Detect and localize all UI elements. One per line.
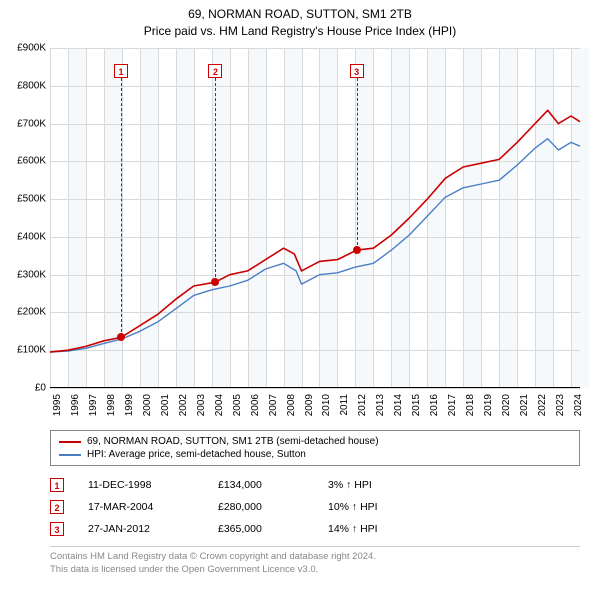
sales-price: £365,000 [218,523,328,535]
sales-marker-box: 1 [50,478,64,492]
sales-delta: 10% ↑ HPI [328,501,580,513]
marker-box: 3 [350,64,364,78]
legend: 69, NORMAN ROAD, SUTTON, SM1 2TB (semi-d… [50,430,580,466]
x-axis-label: 2013 [375,394,386,424]
x-axis-label: 2012 [357,394,368,424]
x-axis-label: 1998 [106,394,117,424]
chart-plot-area: £0£100K£200K£300K£400K£500K£600K£700K£80… [50,48,580,388]
marker-dashline [215,78,216,282]
legend-swatch [59,441,81,443]
x-axis-label: 2021 [519,394,530,424]
sales-marker-box: 2 [50,500,64,514]
marker-dot [353,246,361,254]
x-axis-label: 2001 [160,394,171,424]
y-axis-label: £200K [0,307,46,318]
attribution: Contains HM Land Registry data © Crown c… [50,546,580,577]
sales-marker-box: 3 [50,522,64,536]
x-axis-label: 2016 [429,394,440,424]
legend-label: HPI: Average price, semi-detached house,… [87,449,306,460]
sales-price: £280,000 [218,501,328,513]
series-line [50,110,580,352]
legend-label: 69, NORMAN ROAD, SUTTON, SM1 2TB (semi-d… [87,436,379,447]
x-axis-label: 2022 [537,394,548,424]
x-axis-label: 2002 [178,394,189,424]
y-axis-label: £400K [0,231,46,242]
x-axis-label: 2018 [465,394,476,424]
sales-row: 1 11-DEC-1998£134,0003% ↑ HPI [50,474,580,496]
x-axis-label: 2003 [196,394,207,424]
title-line1: 69, NORMAN ROAD, SUTTON, SM1 2TB [0,6,600,23]
sales-date: 11-DEC-1998 [88,479,218,491]
x-axis-label: 2007 [268,394,279,424]
y-axis-label: £0 [0,383,46,394]
marker-dot [117,333,125,341]
sales-row: 3 27-JAN-2012£365,00014% ↑ HPI [50,518,580,540]
x-axis-label: 2015 [411,394,422,424]
legend-item: HPI: Average price, semi-detached house,… [59,448,571,461]
title-line2: Price paid vs. HM Land Registry's House … [0,23,600,40]
x-axis-label: 1995 [52,394,63,424]
x-axis-label: 2023 [555,394,566,424]
y-axis-label: £600K [0,156,46,167]
legend-swatch [59,454,81,456]
x-axis-label: 2014 [393,394,404,424]
marker-dashline [357,78,358,250]
x-axis-label: 1997 [88,394,99,424]
attribution-line2: This data is licensed under the Open Gov… [50,564,580,577]
x-axis-label: 2009 [304,394,315,424]
x-axis-label: 1996 [70,394,81,424]
series-line [50,139,580,352]
sales-delta: 14% ↑ HPI [328,523,580,535]
sales-delta: 3% ↑ HPI [328,479,580,491]
x-axis-label: 2005 [232,394,243,424]
sales-price: £134,000 [218,479,328,491]
marker-box: 1 [114,64,128,78]
x-axis-label: 2004 [214,394,225,424]
series-layer [50,48,580,388]
y-axis-label: £300K [0,269,46,280]
y-axis-label: £700K [0,118,46,129]
sales-table: 1 11-DEC-1998£134,0003% ↑ HPI 2 17-MAR-2004… [50,474,580,540]
y-axis-label: £800K [0,80,46,91]
sales-date: 27-JAN-2012 [88,523,218,535]
x-axis-label: 2011 [339,394,350,424]
x-axis-label: 2024 [573,394,584,424]
y-axis-label: £900K [0,43,46,54]
marker-dashline [121,78,122,337]
x-axis-label: 2008 [286,394,297,424]
sales-row: 2 17-MAR-2004£280,00010% ↑ HPI [50,496,580,518]
x-axis-label: 2019 [483,394,494,424]
x-axis-label: 2010 [321,394,332,424]
legend-item: 69, NORMAN ROAD, SUTTON, SM1 2TB (semi-d… [59,435,571,448]
marker-dot [211,278,219,286]
sales-date: 17-MAR-2004 [88,501,218,513]
x-axis-label: 2006 [250,394,261,424]
x-axis-label: 2020 [501,394,512,424]
chart-title: 69, NORMAN ROAD, SUTTON, SM1 2TB Price p… [0,0,600,40]
x-axis-label: 1999 [124,394,135,424]
x-axis-label: 2017 [447,394,458,424]
x-axis-label: 2000 [142,394,153,424]
gridline-h [50,388,580,389]
marker-box: 2 [208,64,222,78]
attribution-line1: Contains HM Land Registry data © Crown c… [50,551,580,564]
y-axis-label: £100K [0,345,46,356]
y-axis-label: £500K [0,194,46,205]
